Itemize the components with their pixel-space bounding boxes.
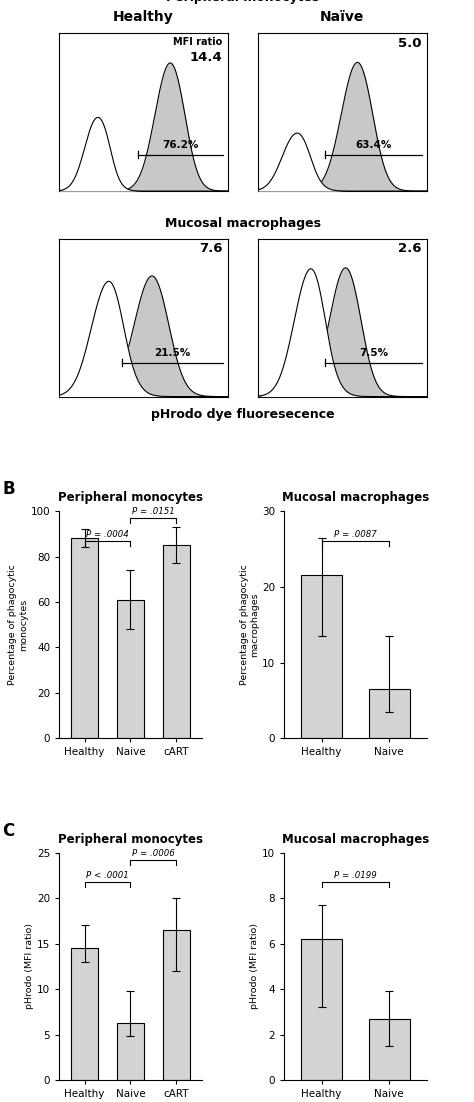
Text: P = .0004: P = .0004: [86, 530, 129, 539]
Text: 7.6: 7.6: [199, 242, 223, 256]
Text: Peripheral monocytes: Peripheral monocytes: [58, 833, 203, 846]
Text: 21.5%: 21.5%: [154, 347, 190, 358]
Y-axis label: Percentage of phagocytic
macrophages: Percentage of phagocytic macrophages: [240, 564, 259, 685]
Bar: [117, 599, 144, 738]
Text: P = .0006: P = .0006: [132, 849, 175, 857]
Text: B: B: [2, 479, 15, 498]
Text: 2.6: 2.6: [398, 242, 421, 256]
Text: Peripheral monocytes: Peripheral monocytes: [166, 0, 319, 4]
Text: MFI ratio: MFI ratio: [173, 36, 223, 46]
Text: Peripheral monocytes: Peripheral monocytes: [58, 491, 203, 505]
Bar: [163, 545, 190, 738]
Bar: [117, 1023, 144, 1080]
Bar: [369, 689, 410, 738]
Text: 5.0: 5.0: [398, 36, 421, 50]
Text: Mucosal macrophages: Mucosal macrophages: [282, 833, 429, 846]
Y-axis label: pHrodo (MFI ratio): pHrodo (MFI ratio): [250, 923, 259, 1009]
Text: P < .0001: P < .0001: [86, 872, 129, 880]
Text: P = .0199: P = .0199: [334, 872, 377, 880]
Text: Mucosal macrophages: Mucosal macrophages: [282, 491, 429, 505]
Bar: [301, 939, 342, 1080]
Text: P = .0087: P = .0087: [334, 530, 377, 539]
Y-axis label: pHrodo (MFI ratio): pHrodo (MFI ratio): [25, 923, 34, 1009]
Text: 14.4: 14.4: [190, 52, 223, 64]
Bar: [163, 930, 190, 1080]
Bar: [301, 575, 342, 738]
Text: C: C: [2, 822, 15, 840]
Text: P = .0151: P = .0151: [132, 507, 175, 516]
Text: Mucosal macrophages: Mucosal macrophages: [165, 217, 321, 229]
Text: pHrodo dye fluoresecence: pHrodo dye fluoresecence: [151, 408, 335, 421]
Text: Healthy: Healthy: [113, 10, 174, 24]
Text: 7.5%: 7.5%: [359, 347, 388, 358]
Y-axis label: Percentage of phagocytic
monocytes: Percentage of phagocytic monocytes: [9, 564, 28, 685]
Bar: [71, 539, 98, 738]
Bar: [369, 1018, 410, 1080]
Bar: [71, 948, 98, 1080]
Text: 76.2%: 76.2%: [163, 140, 199, 150]
Text: 63.4%: 63.4%: [356, 140, 392, 150]
Text: Naïve: Naïve: [320, 10, 365, 24]
